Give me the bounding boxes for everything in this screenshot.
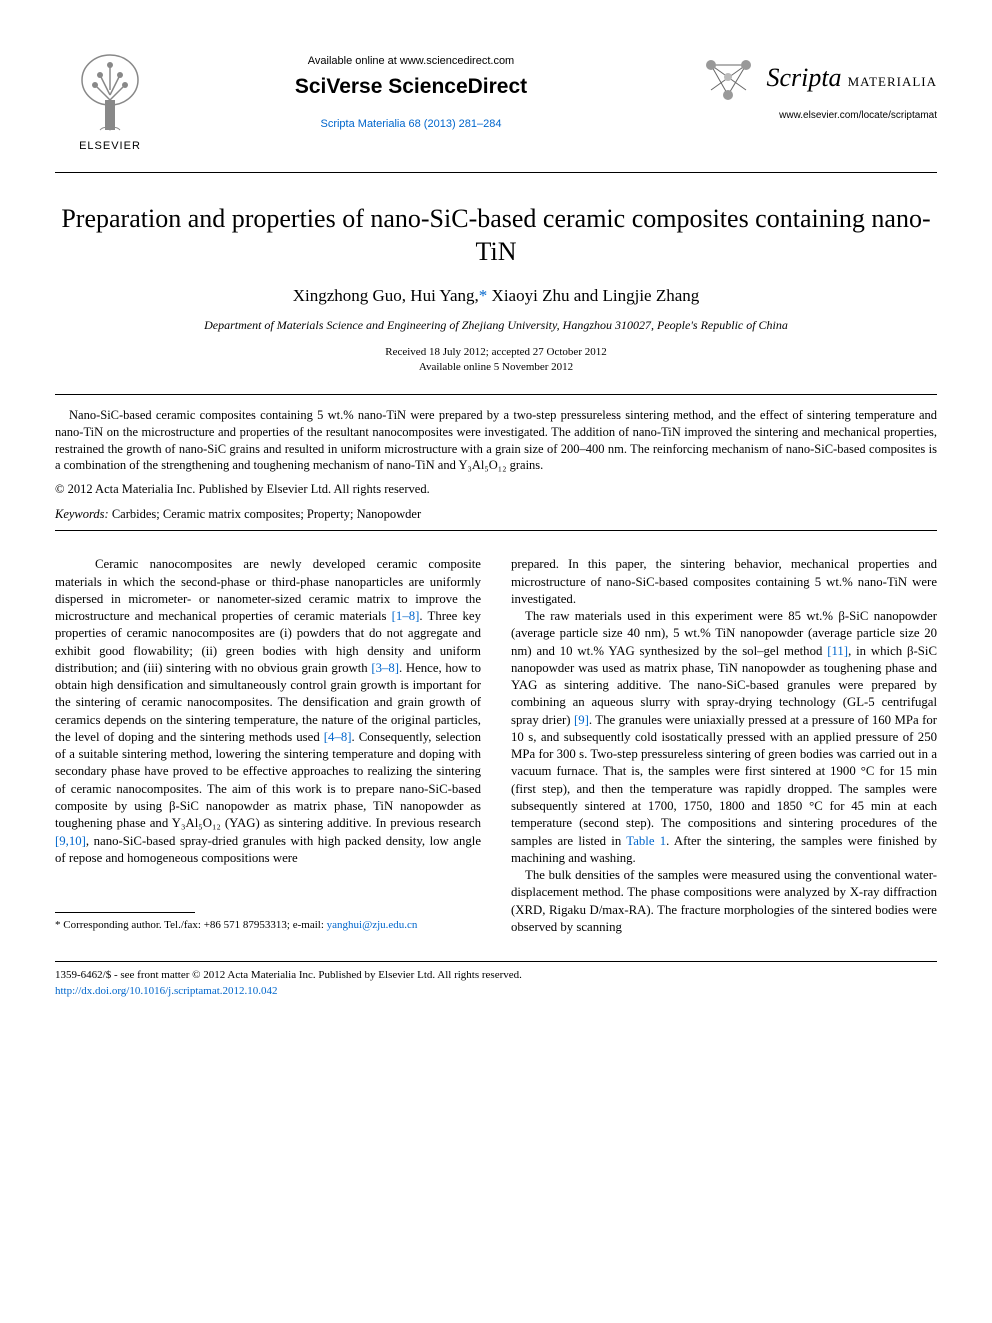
abstract-copyright: © 2012 Acta Materialia Inc. Published by…	[55, 482, 937, 497]
column-right: prepared. In this paper, the sintering b…	[511, 556, 937, 936]
body-paragraph: The bulk densities of the samples were m…	[511, 867, 937, 936]
available-date: Available online 5 November 2012	[55, 360, 937, 375]
footnote-rule	[55, 912, 195, 913]
footnote-text: * Corresponding author. Tel./fax: +86 57…	[55, 919, 324, 931]
keywords-label: Keywords:	[55, 507, 109, 521]
footer-copyright: 1359-6462/$ - see front matter © 2012 Ac…	[55, 968, 937, 983]
body-text: . The granules were uniaxially pressed a…	[511, 713, 937, 848]
page-header: ELSEVIER Available online at www.science…	[55, 50, 937, 152]
header-divider	[55, 172, 937, 173]
body-text: , nano-SiC-based spray-dried granules wi…	[55, 834, 481, 865]
doi-link[interactable]: http://dx.doi.org/10.1016/j.scriptamat.2…	[55, 985, 278, 997]
author-2: Hui Yang,	[410, 286, 479, 305]
affiliation: Department of Materials Science and Engi…	[55, 318, 937, 333]
body-paragraph: Ceramic nanocomposites are newly develop…	[55, 556, 481, 867]
keywords-values: Carbides; Ceramic matrix composites; Pro…	[109, 507, 421, 521]
abstract-top-divider	[55, 394, 937, 395]
body-columns: Ceramic nanocomposites are newly develop…	[55, 556, 937, 936]
reference-link[interactable]: [4–8]	[324, 730, 352, 744]
authors-line: Xingzhong Guo, Hui Yang,* Xiaoyi Zhu and…	[55, 286, 937, 306]
sciverse-logo-text: SciVerse ScienceDirect	[165, 75, 657, 99]
reference-link[interactable]: [1–8]	[392, 609, 420, 623]
body-text: . Consequently, selection of a suitable …	[55, 730, 481, 830]
abstract-text: Nano-SiC-based ceramic composites contai…	[55, 407, 937, 475]
publisher-logo-block: ELSEVIER	[55, 50, 165, 152]
journal-name: Scripta MATERIALIA	[766, 63, 937, 93]
journal-logo-row: Scripta MATERIALIA	[657, 50, 937, 105]
journal-logo-block: Scripta MATERIALIA www.elsevier.com/loca…	[657, 50, 937, 121]
reference-link[interactable]: [9,10]	[55, 834, 86, 848]
center-header-block: Available online at www.sciencedirect.co…	[165, 50, 657, 132]
footer-divider	[55, 961, 937, 962]
journal-url: www.elsevier.com/locate/scriptamat	[657, 110, 937, 121]
keywords-line: Keywords: Carbides; Ceramic matrix compo…	[55, 507, 937, 522]
reference-link[interactable]: [3–8]	[371, 661, 399, 675]
scripta-network-icon	[701, 50, 756, 105]
citation-link[interactable]: Scripta Materialia 68 (2013) 281–284	[320, 118, 501, 130]
journal-materialia: MATERIALIA	[848, 74, 937, 90]
author-rest: Xiaoyi Zhu and Lingjie Zhang	[487, 286, 699, 305]
reference-link[interactable]: [11]	[827, 644, 848, 658]
available-online-text: Available online at www.sciencedirect.co…	[165, 55, 657, 67]
table-link[interactable]: Table 1	[626, 834, 666, 848]
email-link[interactable]: yanghui@zju.edu.cn	[327, 919, 418, 931]
reference-link[interactable]: [9]	[574, 713, 589, 727]
column-left: Ceramic nanocomposites are newly develop…	[55, 556, 481, 936]
author-1: Xingzhong Guo,	[293, 286, 411, 305]
article-title: Preparation and properties of nano-SiC-b…	[55, 203, 937, 268]
corresponding-footnote: * Corresponding author. Tel./fax: +86 57…	[55, 918, 481, 933]
journal-scripta: Scripta	[766, 63, 841, 93]
body-paragraph: The raw materials used in this experimen…	[511, 608, 937, 867]
body-paragraph: prepared. In this paper, the sintering b…	[511, 556, 937, 608]
page-footer: 1359-6462/$ - see front matter © 2012 Ac…	[55, 968, 937, 999]
abstract-bottom-divider	[55, 530, 937, 531]
elsevier-label: ELSEVIER	[79, 140, 141, 152]
dates-block: Received 18 July 2012; accepted 27 Octob…	[55, 345, 937, 376]
received-date: Received 18 July 2012; accepted 27 Octob…	[55, 345, 937, 360]
elsevier-tree-icon	[70, 50, 150, 135]
